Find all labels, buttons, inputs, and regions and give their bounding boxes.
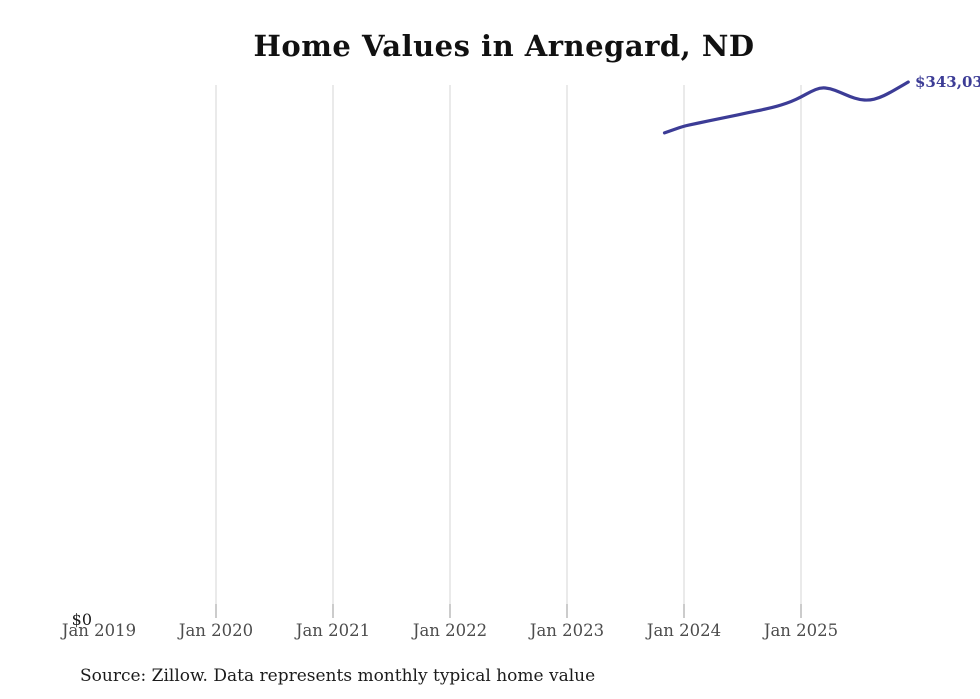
x-axis-label: Jan 2024 — [646, 621, 722, 640]
x-axis-label: Jan 2020 — [178, 621, 254, 640]
x-axis-label: Jan 2023 — [529, 621, 605, 640]
x-axis-label: Jan 2025 — [763, 621, 839, 640]
x-axis-label: Jan 2022 — [412, 621, 488, 640]
latest-value-label: $343,035 — [915, 73, 980, 91]
x-axis-label: Jan 2019 — [61, 621, 137, 640]
chart-title: Home Values in Arnegard, ND — [253, 29, 755, 63]
source-note: Source: Zillow. Data represents monthly … — [80, 666, 596, 686]
y-axis-zero-label: $0 — [71, 610, 92, 629]
home-value-line — [662, 80, 910, 135]
x-axis-label: Jan 2021 — [295, 621, 371, 640]
